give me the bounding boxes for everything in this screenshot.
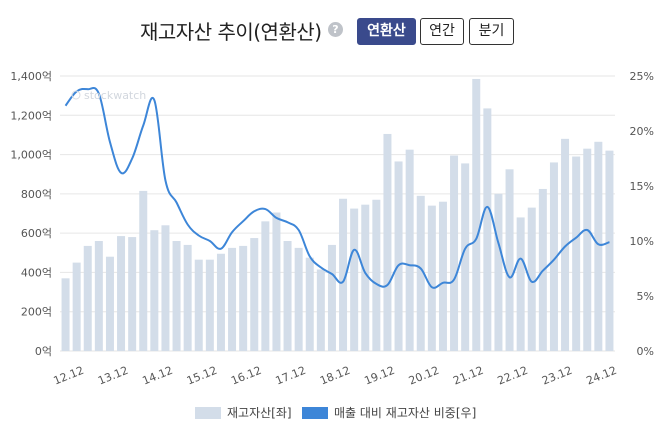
- x-tick-label: 20.12: [407, 364, 441, 388]
- bar[interactable]: [139, 190, 148, 351]
- watermark-text: stockwatch: [84, 89, 146, 102]
- y-left-tick-label: 600억: [21, 227, 52, 240]
- y-right-tick-label: 0%: [637, 345, 654, 358]
- y-left-tick-label: 1,000억: [10, 149, 52, 162]
- bar[interactable]: [117, 236, 126, 351]
- y-left-tick-label: 1,200억: [10, 109, 52, 122]
- bar[interactable]: [205, 259, 214, 351]
- watermark-icon: [71, 90, 81, 100]
- bar[interactable]: [527, 207, 536, 351]
- x-axis: 12.12 13.12 14.12 15.12 16.12 17.12 18.12 19.12…: [52, 364, 619, 388]
- bar[interactable]: [505, 169, 514, 351]
- x-tick-label: 13.12: [96, 364, 130, 388]
- y-right-tick-label: 10%: [630, 235, 654, 248]
- bar[interactable]: [194, 259, 203, 351]
- bar[interactable]: [250, 238, 259, 351]
- chart-title: 재고자산 추이(연환산): [140, 20, 322, 44]
- x-tick-label: 24.12: [584, 364, 618, 388]
- bar[interactable]: [516, 217, 525, 351]
- legend-item-inventory[interactable]: 재고자산[좌]: [195, 404, 292, 421]
- chart-area: 0억 200억 400억 600억 800억 1,000억 1,200억 1,400억 0% 5…: [10, 70, 654, 388]
- bar[interactable]: [228, 247, 237, 351]
- bar[interactable]: [461, 163, 470, 351]
- bar[interactable]: [583, 148, 592, 351]
- legend: 재고자산[좌] 매출 대비 재고자산 비중[우]: [0, 404, 665, 424]
- bar[interactable]: [239, 245, 248, 351]
- x-tick-label: 17.12: [274, 364, 308, 388]
- x-tick-label: 18.12: [318, 364, 352, 388]
- bar[interactable]: [472, 78, 481, 352]
- bar[interactable]: [305, 257, 314, 351]
- bar[interactable]: [561, 138, 570, 351]
- line-series: [64, 86, 610, 289]
- bar[interactable]: [105, 256, 114, 351]
- bar[interactable]: [427, 205, 436, 351]
- y-left-tick-label: 800억: [21, 188, 52, 201]
- x-tick-label: 19.12: [362, 364, 396, 388]
- bar[interactable]: [183, 244, 192, 351]
- bar[interactable]: [594, 141, 603, 351]
- bar[interactable]: [339, 198, 348, 351]
- legend-item-ratio[interactable]: 매출 대비 재고자산 비중[우]: [302, 404, 476, 421]
- bar[interactable]: [316, 269, 325, 351]
- help-icon[interactable]: ?: [328, 22, 343, 37]
- bar[interactable]: [128, 237, 137, 351]
- y-axis-left: 0억 200억 400억 600억 800억 1,000억 1,200억 1,400억: [10, 70, 52, 358]
- x-tick-label: 12.12: [52, 364, 86, 388]
- bar[interactable]: [172, 241, 181, 351]
- bar[interactable]: [161, 225, 170, 351]
- chart-header: 재고자산 추이(연환산) ? 연환산 연간 분기: [0, 0, 665, 60]
- bar[interactable]: [372, 199, 381, 351]
- bar[interactable]: [272, 212, 281, 351]
- bar[interactable]: [150, 230, 159, 351]
- legend-label-inventory: 재고자산[좌]: [227, 406, 292, 420]
- bar[interactable]: [405, 149, 414, 351]
- period-button-annualized[interactable]: 연환산: [357, 18, 416, 45]
- bar[interactable]: [394, 161, 403, 351]
- bar[interactable]: [216, 253, 225, 351]
- bar[interactable]: [261, 221, 270, 351]
- x-tick-label: 16.12: [229, 364, 263, 388]
- y-left-tick-label: 200억: [21, 306, 52, 319]
- y-left-tick-label: 0억: [35, 345, 52, 358]
- x-tick-label: 21.12: [451, 364, 485, 388]
- y-right-tick-label: 20%: [630, 125, 654, 138]
- period-button-quarterly[interactable]: 분기: [469, 18, 514, 45]
- legend-swatch-bar: [195, 406, 221, 419]
- watermark: stockwatch: [71, 89, 146, 102]
- legend-label-ratio: 매출 대비 재고자산 비중[우]: [334, 406, 477, 420]
- bar[interactable]: [83, 245, 92, 351]
- y-right-tick-label: 25%: [630, 70, 654, 83]
- y-axis-right: 0% 5% 10% 15% 20% 25%: [630, 70, 654, 358]
- bar[interactable]: [61, 278, 70, 351]
- bar[interactable]: [549, 162, 558, 351]
- y-right-tick-label: 5%: [637, 290, 654, 303]
- bar[interactable]: [94, 241, 103, 351]
- bar[interactable]: [361, 204, 370, 351]
- x-tick-label: 15.12: [185, 364, 219, 388]
- bar[interactable]: [383, 133, 392, 351]
- y-right-tick-label: 15%: [630, 180, 654, 193]
- bar[interactable]: [72, 262, 81, 351]
- bar[interactable]: [438, 201, 447, 351]
- y-left-tick-label: 400억: [21, 266, 52, 279]
- bar[interactable]: [350, 208, 359, 351]
- bar[interactable]: [416, 195, 425, 351]
- bar[interactable]: [283, 241, 292, 351]
- legend-swatch-line: [302, 406, 328, 419]
- bar[interactable]: [572, 156, 581, 351]
- ratio-line[interactable]: [64, 86, 610, 289]
- bar[interactable]: [483, 108, 492, 352]
- bar[interactable]: [494, 193, 503, 351]
- x-tick-label: 14.12: [140, 364, 174, 388]
- bar[interactable]: [294, 247, 303, 351]
- bar[interactable]: [327, 244, 336, 351]
- bar-series: [61, 78, 614, 352]
- x-tick-label: 22.12: [496, 364, 530, 388]
- period-button-yearly[interactable]: 연간: [420, 18, 464, 45]
- bar[interactable]: [450, 155, 459, 351]
- x-tick-label: 23.12: [540, 364, 574, 388]
- bar[interactable]: [605, 150, 614, 351]
- y-left-tick-label: 1,400억: [10, 70, 52, 83]
